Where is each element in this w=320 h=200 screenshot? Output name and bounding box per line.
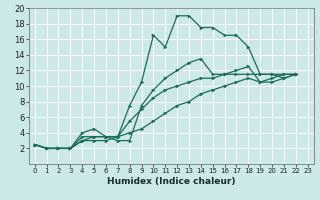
X-axis label: Humidex (Indice chaleur): Humidex (Indice chaleur) [107, 177, 236, 186]
